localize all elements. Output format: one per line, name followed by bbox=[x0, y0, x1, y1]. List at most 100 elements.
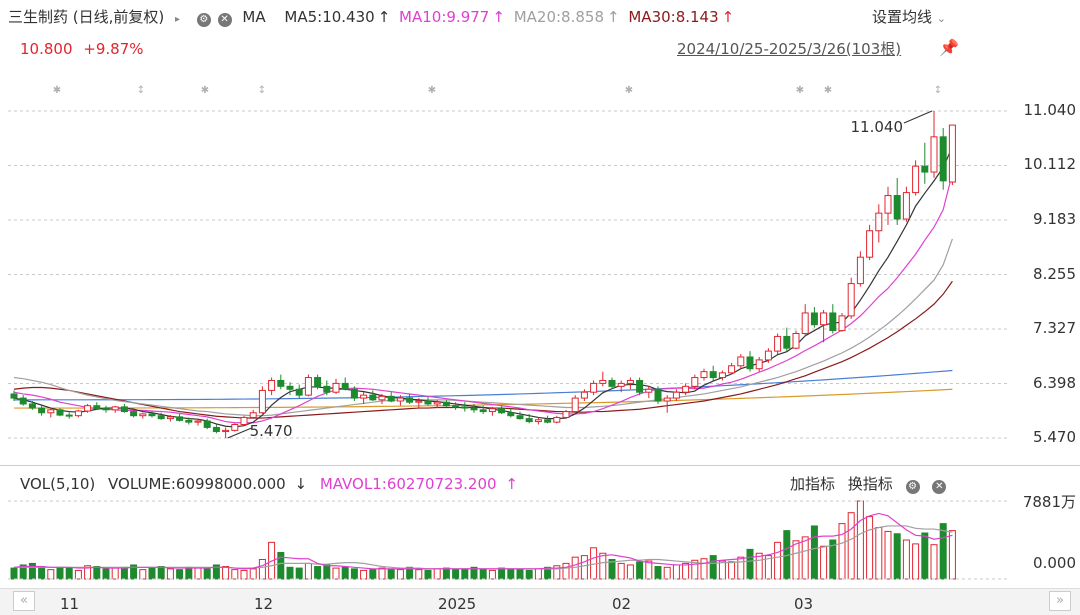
volume-bar-up bbox=[562, 562, 570, 580]
candle-down bbox=[102, 408, 110, 411]
candle-up bbox=[764, 350, 772, 361]
candle-up bbox=[847, 283, 855, 317]
pin-icon[interactable]: 📌 bbox=[939, 38, 959, 57]
candle-up bbox=[47, 409, 55, 414]
volume-bar-down bbox=[654, 566, 662, 580]
x-tick-label: 11 bbox=[60, 595, 80, 613]
candle-down bbox=[479, 409, 487, 413]
price-chart[interactable]: ✱ ↕ ✱ ↕ ✱ ✱ ✱ ✱ ↕ 11.040 5.470 bbox=[0, 60, 1080, 465]
scroll-left-button[interactable]: « bbox=[13, 591, 35, 611]
volume-bar-down bbox=[120, 566, 128, 580]
scroll-right-button[interactable]: » bbox=[1049, 591, 1071, 611]
candle-down bbox=[893, 195, 901, 220]
time-scroll-bar[interactable] bbox=[0, 588, 1080, 615]
candle-up bbox=[912, 165, 920, 194]
close-icon[interactable]: ✕ bbox=[217, 13, 232, 27]
date-range[interactable]: 2024/10/25-2025/3/26(103根) bbox=[677, 39, 901, 59]
candle-up bbox=[672, 391, 680, 399]
candle-up bbox=[626, 379, 634, 384]
volume-bar-down bbox=[516, 569, 524, 580]
candle-up bbox=[856, 256, 864, 285]
volume-bar-up bbox=[930, 544, 938, 580]
volume-gear-icon[interactable]: ⚙ bbox=[905, 480, 920, 494]
candle-up bbox=[562, 411, 570, 418]
volume-bar-up bbox=[415, 569, 423, 580]
candle-down bbox=[93, 405, 101, 410]
volume-bar-down bbox=[369, 569, 377, 580]
candle-down bbox=[130, 411, 138, 417]
volume-bar-down bbox=[157, 566, 165, 580]
vol-params[interactable]: VOL(5,10) bbox=[20, 475, 96, 493]
candle-down bbox=[544, 419, 552, 423]
volume-bar-up bbox=[792, 540, 800, 580]
ma60-line bbox=[13, 369, 953, 401]
event-marker-icon: ✱ bbox=[53, 85, 61, 96]
y-tick-label: 8.255 bbox=[1033, 264, 1076, 283]
stock-title[interactable]: 三生制药 (日线,前复权) bbox=[8, 8, 165, 26]
vol-tick-max: 7881万 bbox=[1022, 493, 1076, 511]
candle-down bbox=[120, 406, 128, 413]
candle-down bbox=[157, 415, 165, 420]
volume-bar-down bbox=[203, 568, 211, 580]
ma5-up-arrow-icon: ↑ bbox=[377, 8, 391, 26]
candle-up bbox=[663, 397, 671, 402]
y-tick-label: 6.398 bbox=[1033, 373, 1076, 392]
volume-bar-up bbox=[396, 569, 404, 580]
ma5-value: MA5:10.430 bbox=[284, 8, 375, 26]
volume-bar-down bbox=[709, 555, 717, 580]
candle-up bbox=[415, 400, 423, 403]
candle-up bbox=[268, 379, 276, 391]
chart-header: 三生制药 (日线,前复权) ▸ ⚙ ✕ MA MA5:10.430 ↑ MA10:… bbox=[8, 7, 734, 30]
candle-up bbox=[682, 385, 690, 393]
candle-down bbox=[783, 335, 791, 349]
event-marker-icon: ✱ bbox=[796, 85, 804, 96]
volume-bar-down bbox=[176, 569, 184, 580]
candle-down bbox=[10, 393, 18, 399]
panel-divider bbox=[0, 465, 1080, 466]
volume-chart[interactable] bbox=[0, 495, 1080, 588]
candle-up bbox=[755, 359, 763, 370]
volume-bar-down bbox=[939, 523, 947, 580]
volume-bar-down bbox=[56, 566, 64, 580]
event-marker-icon: ✱ bbox=[625, 85, 633, 96]
volume-bar-up bbox=[663, 566, 671, 580]
volume-value: VOLUME:60998000.000 bbox=[108, 475, 286, 493]
candle-up bbox=[222, 429, 230, 433]
volume-bar-down bbox=[461, 568, 469, 580]
volume-header: VOL(5,10) VOLUME:60998000.000 ↓ MAVOL1:6… bbox=[20, 474, 518, 494]
event-marker-icon: ✱ bbox=[428, 85, 436, 96]
candle-up bbox=[645, 388, 653, 393]
title-dropdown-icon[interactable]: ▸ bbox=[175, 14, 181, 25]
ma30-up-arrow-icon: ↑ bbox=[721, 8, 735, 26]
gear-icon[interactable]: ⚙ bbox=[196, 13, 211, 27]
candle-down bbox=[470, 407, 478, 411]
volume-bar-up bbox=[166, 568, 174, 580]
volume-bar-up bbox=[580, 555, 588, 580]
volume-bar-down bbox=[893, 533, 901, 580]
volume-bar-up bbox=[626, 564, 634, 580]
candle-up bbox=[194, 420, 202, 423]
volume-bar-up bbox=[682, 562, 690, 580]
candle-up bbox=[571, 397, 579, 413]
volume-bar-up bbox=[948, 530, 956, 580]
add-indicator-button[interactable]: 加指标 bbox=[790, 475, 836, 493]
candle-up bbox=[553, 416, 561, 423]
low-label: 5.470 bbox=[250, 422, 293, 440]
ma-label: MA bbox=[242, 8, 266, 26]
volume-bar-down bbox=[93, 566, 101, 580]
switch-indicator-button[interactable]: 换指标 bbox=[847, 475, 893, 493]
candle-up bbox=[599, 379, 607, 384]
volume-close-icon[interactable]: ✕ bbox=[932, 480, 947, 494]
candle-down bbox=[203, 420, 211, 428]
ma5-line bbox=[13, 146, 953, 428]
volume-bar-up bbox=[728, 561, 736, 580]
volume-bar-down bbox=[507, 568, 515, 580]
volume-bar-up bbox=[820, 545, 828, 580]
candle-up bbox=[930, 136, 938, 173]
ma-settings-button[interactable]: 设置均线 ⌄ bbox=[872, 7, 946, 29]
candle-down bbox=[212, 426, 220, 433]
volume-bar-down bbox=[286, 566, 294, 580]
x-tick-label: 03 bbox=[794, 595, 814, 613]
x-tick-label: 2025 bbox=[438, 595, 477, 613]
candle-down bbox=[406, 397, 414, 403]
